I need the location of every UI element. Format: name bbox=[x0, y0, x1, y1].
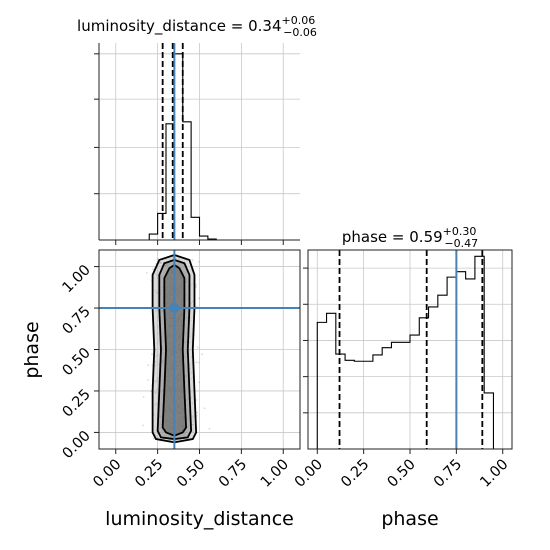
truth-marker bbox=[169, 303, 180, 314]
sample-point bbox=[195, 283, 197, 286]
x-tick-label: 0.00 bbox=[292, 457, 326, 491]
phase-title: phase = 0.59+0.30 −0.47 bbox=[342, 225, 478, 250]
sample-point bbox=[152, 437, 155, 440]
y-tick-label: 0.75 bbox=[60, 304, 94, 338]
x-tick-label: 0.00 bbox=[90, 457, 124, 491]
sample-point bbox=[196, 346, 199, 349]
sample-point bbox=[157, 257, 159, 260]
sample-point bbox=[201, 353, 203, 356]
sample-point bbox=[195, 399, 198, 401]
phase-x-axis-label: phase bbox=[381, 508, 438, 530]
y-tick-label: 0.25 bbox=[60, 386, 94, 420]
title-upper-error: +0.06 bbox=[282, 14, 316, 27]
phase-histogram bbox=[308, 255, 512, 450]
title-lower-error: −0.06 bbox=[283, 26, 317, 39]
x-tick-label: 0.25 bbox=[338, 457, 372, 491]
x-axis-label: luminosity_distance bbox=[105, 508, 294, 530]
sample-point bbox=[147, 364, 150, 367]
sample-point bbox=[197, 361, 200, 364]
sample-point bbox=[195, 285, 198, 288]
y-tick-label: 1.00 bbox=[60, 262, 94, 296]
contour-outer bbox=[151, 254, 198, 444]
sample-point bbox=[191, 259, 194, 262]
x-tick-label: 1.00 bbox=[258, 457, 292, 491]
sample-point bbox=[142, 424, 145, 427]
sample-point bbox=[198, 381, 201, 384]
sample-point bbox=[151, 353, 153, 356]
title-value: luminosity_distance = 0.34 bbox=[77, 17, 281, 36]
y-tick-label: 0.00 bbox=[60, 428, 94, 462]
contour-middle bbox=[156, 259, 193, 440]
sample-point bbox=[142, 396, 145, 398]
sample-point bbox=[197, 260, 200, 263]
scatter-grid bbox=[99, 250, 300, 449]
contour-inner bbox=[161, 263, 188, 437]
sample-point bbox=[145, 271, 148, 274]
sample-point bbox=[208, 427, 211, 430]
sample-point bbox=[147, 379, 150, 382]
sample-point bbox=[195, 361, 198, 364]
luminosity-distance-title: luminosity_distance = 0.34+0.06 −0.06 bbox=[77, 14, 317, 39]
x-tick-label: 0.75 bbox=[431, 457, 465, 491]
phase-hist-grid bbox=[308, 250, 512, 449]
top-hist-grid bbox=[99, 43, 300, 240]
title-lower-error: −0.47 bbox=[444, 237, 478, 250]
sample-point bbox=[196, 411, 199, 414]
sample-point bbox=[152, 268, 154, 270]
sample-point bbox=[198, 297, 200, 300]
x-tick-label: 1.00 bbox=[477, 457, 511, 491]
y-tick-label: 0.50 bbox=[60, 345, 94, 379]
x-tick-label: 0.25 bbox=[132, 457, 166, 491]
x-tick-label: 0.50 bbox=[174, 457, 208, 491]
title-upper-error: +0.30 bbox=[443, 225, 477, 238]
y-axis-label: phase bbox=[21, 321, 43, 378]
x-tick-label: 0.75 bbox=[216, 457, 250, 491]
sample-point bbox=[203, 407, 206, 410]
title-value: phase = 0.59 bbox=[342, 228, 443, 246]
x-tick-label: 0.50 bbox=[385, 457, 419, 491]
